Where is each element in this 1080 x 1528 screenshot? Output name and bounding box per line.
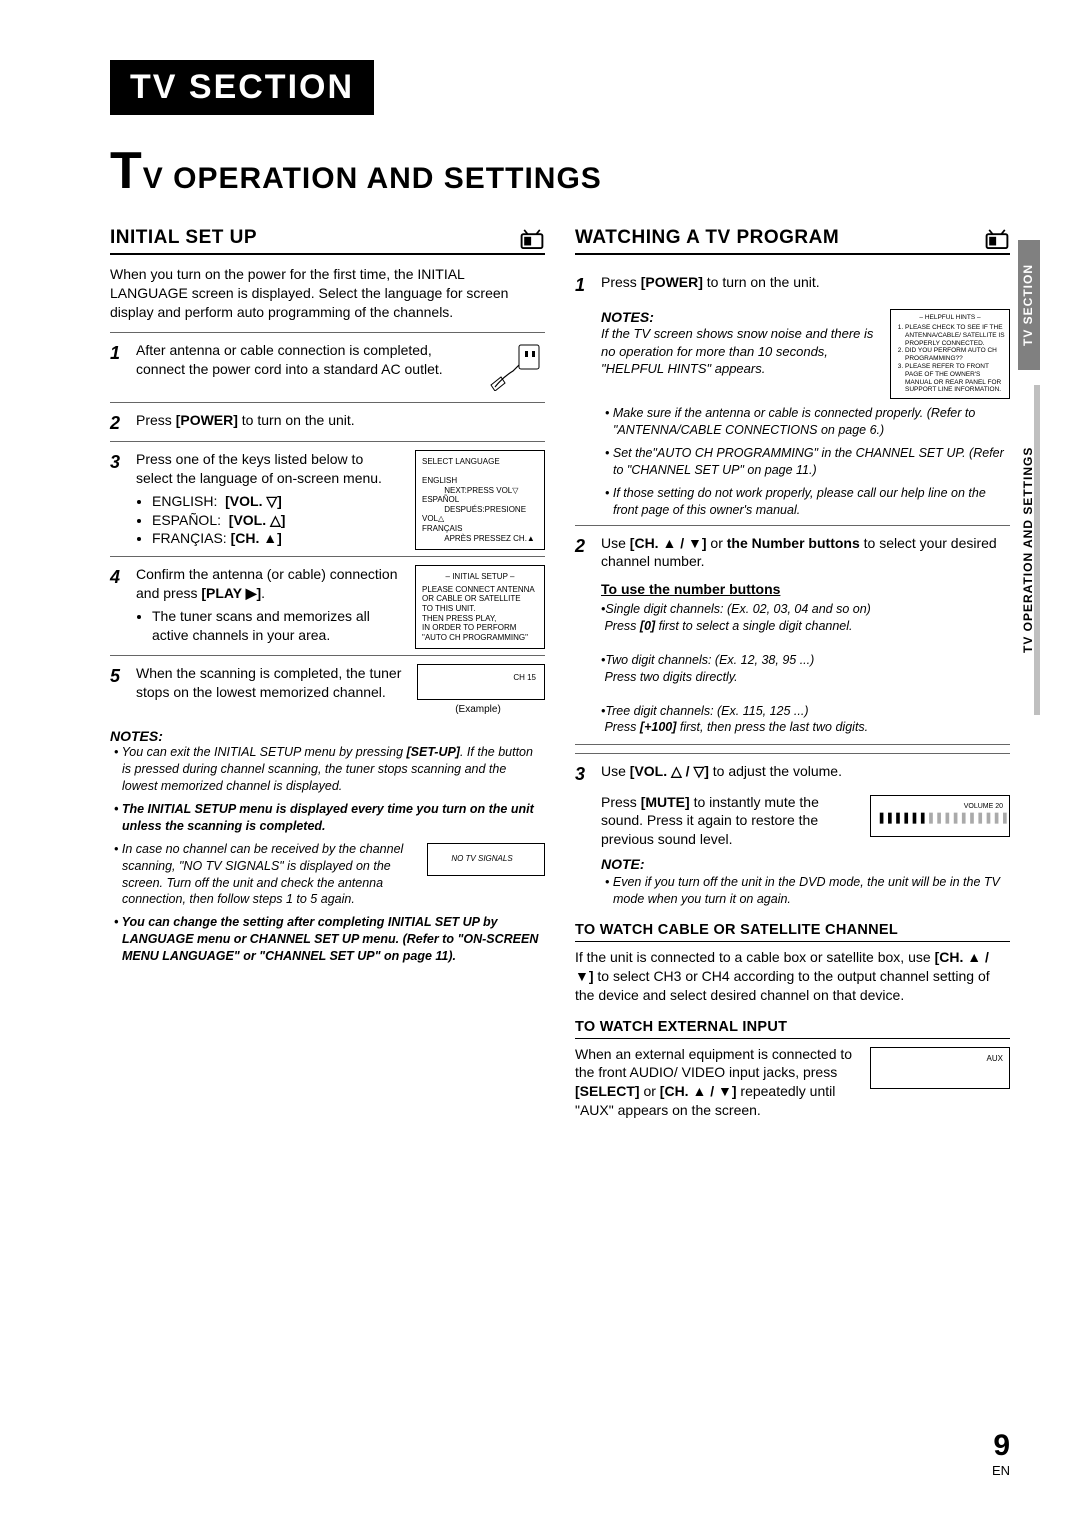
note-1: You can exit the INITIAL SETUP menu by p… <box>114 744 545 795</box>
watching-title: WATCHING A TV PROGRAM <box>575 227 1010 255</box>
ch-example-box: CH 15 <box>417 664 545 700</box>
note-3: NO TV SIGNALS In case no channel can be … <box>114 841 545 909</box>
lang-espanol: ESPAÑOL: [VOL. △] <box>152 511 401 530</box>
step-2-text: Press [POWER] to turn on the unit. <box>136 411 545 435</box>
ext-subtitle: TO WATCH EXTERNAL INPUT <box>575 1019 1010 1039</box>
page-number: 9 EN <box>992 1429 1010 1478</box>
notes-list: You can exit the INITIAL SETUP menu by p… <box>110 744 545 965</box>
page-lang: EN <box>992 1463 1010 1478</box>
no-signals-box: NO TV SIGNALS <box>427 843 545 876</box>
r-step-1: 1 Press [POWER] to turn on the unit. <box>575 265 1010 303</box>
step-3-text: Press one of the keys listed below to se… <box>136 450 401 550</box>
page-number-value: 9 <box>992 1429 1010 1463</box>
step-5: 5 When the scanning is completed, the tu… <box>110 655 545 722</box>
step-5-num: 5 <box>110 664 128 716</box>
r-step-3-num: 3 <box>575 762 593 786</box>
number-buttons-block: To use the number buttons •Single digit … <box>575 581 1010 736</box>
volume-box: VOLUME 20 ❚❚❚❚❚❚❚❚❚❚❚❚❚❚❚❚ <box>870 795 1010 837</box>
r-step-1-text: Press [POWER] to turn on the unit. <box>601 273 1010 297</box>
side-tab-active: TV SECTION <box>1018 240 1040 370</box>
r-notes-list: Make sure if the antenna or cable is con… <box>601 405 1010 518</box>
dvd-note: Even if you turn off the unit in the DVD… <box>605 874 1010 908</box>
r-note-3: If those setting do not work properly, p… <box>605 485 1010 519</box>
watching-title-text: WATCHING A TV PROGRAM <box>575 227 839 249</box>
r-step-3: 3 Use [VOL. △ / ▽] to adjust the volume. <box>575 753 1010 792</box>
step-5-text: When the scanning is completed, the tune… <box>136 664 403 716</box>
page-title: TV OPERATION AND SETTINGS <box>110 141 1010 201</box>
step-2: 2 Press [POWER] to turn on the unit. <box>110 402 545 441</box>
initial-setup-title-text: INITIAL SET UP <box>110 227 257 249</box>
hints-box: – HELPFUL HINTS – PLEASE CHECK TO SEE IF… <box>890 309 1010 399</box>
r-note-1: Make sure if the antenna or cable is con… <box>605 405 1010 439</box>
section-banner: TV SECTION <box>110 60 374 115</box>
step-1-text: After antenna or cable connection is com… <box>136 341 477 396</box>
page-title-text: V OPERATION AND SETTINGS <box>143 162 602 195</box>
left-column: INITIAL SET UP When you turn on the powe… <box>110 227 545 1120</box>
step-1: 1 After antenna or cable connection is c… <box>110 332 545 402</box>
intro-text: When you turn on the power for the first… <box>110 265 545 322</box>
hint-2: DID YOU PERFORM AUTO CH PROGRAMMING?? <box>905 347 1005 363</box>
number-buttons-title: To use the number buttons <box>601 581 1010 597</box>
step-4-bullet: The tuner scans and memorizes all active… <box>152 607 401 645</box>
note-title-2: NOTE: <box>601 855 1010 874</box>
note-2: The INITIAL SETUP menu is displayed ever… <box>114 801 545 835</box>
step-4-num: 4 <box>110 565 128 649</box>
lang-english: ENGLISH: [VOL. ▽] <box>152 492 401 511</box>
plug-icon <box>485 341 545 396</box>
mute-block: VOLUME 20 ❚❚❚❚❚❚❚❚❚❚❚❚❚❚❚❚ Press [MUTE] … <box>575 793 1010 908</box>
note-4: You can change the setting after complet… <box>114 914 545 965</box>
r-step-2-num: 2 <box>575 534 593 572</box>
r-note-2: Set the"AUTO CH PROGRAMMING" in the CHAN… <box>605 445 1010 479</box>
step-2-num: 2 <box>110 411 128 435</box>
r-step-2-text: Use [CH. ▲ / ▼] or the Number buttons to… <box>601 534 1010 572</box>
aux-box: AUX <box>870 1047 1010 1089</box>
tv-icon-2 <box>984 229 1010 249</box>
lang-francais: FRANÇIAS: [CH. ▲] <box>152 529 401 548</box>
step-1-num: 1 <box>110 341 128 396</box>
r-step-1-num: 1 <box>575 273 593 297</box>
r-step-3-text: Use [VOL. △ / ▽] to adjust the volume. <box>601 762 1010 786</box>
initial-setup-title: INITIAL SET UP <box>110 227 545 255</box>
hint-3: PLEASE REFER TO FRONT PAGE OF THE OWNER'… <box>905 363 1005 394</box>
step-3: 3 Press one of the keys listed below to … <box>110 441 545 556</box>
r-step-2: 2 Use [CH. ▲ / ▼] or the Number buttons … <box>575 525 1010 578</box>
initial-setup-box: – INITIAL SETUP –PLEASE CONNECT ANTENNAO… <box>415 565 545 649</box>
side-tabs: TV SECTION TV OPERATION AND SETTINGS <box>1016 240 1040 860</box>
r-notes-block: – HELPFUL HINTS – PLEASE CHECK TO SEE IF… <box>575 309 1010 518</box>
ext-block: AUX When an external equipment is connec… <box>575 1045 1010 1121</box>
step-4: 4 Confirm the antenna (or cable) connect… <box>110 556 545 655</box>
notes-heading: NOTES: <box>110 728 545 744</box>
example-caption: (Example) <box>411 703 545 717</box>
language-box: SELECT LANGUAGEENGLISH NEXT:PRESS VOL▽ES… <box>415 450 545 550</box>
tv-icon <box>519 229 545 249</box>
cable-text: If the unit is connected to a cable box … <box>575 948 1010 1005</box>
step-4-text: Confirm the antenna (or cable) connectio… <box>136 565 401 649</box>
side-tab-passive: TV OPERATION AND SETTINGS <box>1018 390 1040 710</box>
step-3-num: 3 <box>110 450 128 550</box>
cable-subtitle: TO WATCH CABLE OR SATELLITE CHANNEL <box>575 922 1010 942</box>
hint-1: PLEASE CHECK TO SEE IF THE ANTENNA/CABLE… <box>905 324 1005 347</box>
right-column: WATCHING A TV PROGRAM 1 Press [POWER] to… <box>575 227 1010 1120</box>
